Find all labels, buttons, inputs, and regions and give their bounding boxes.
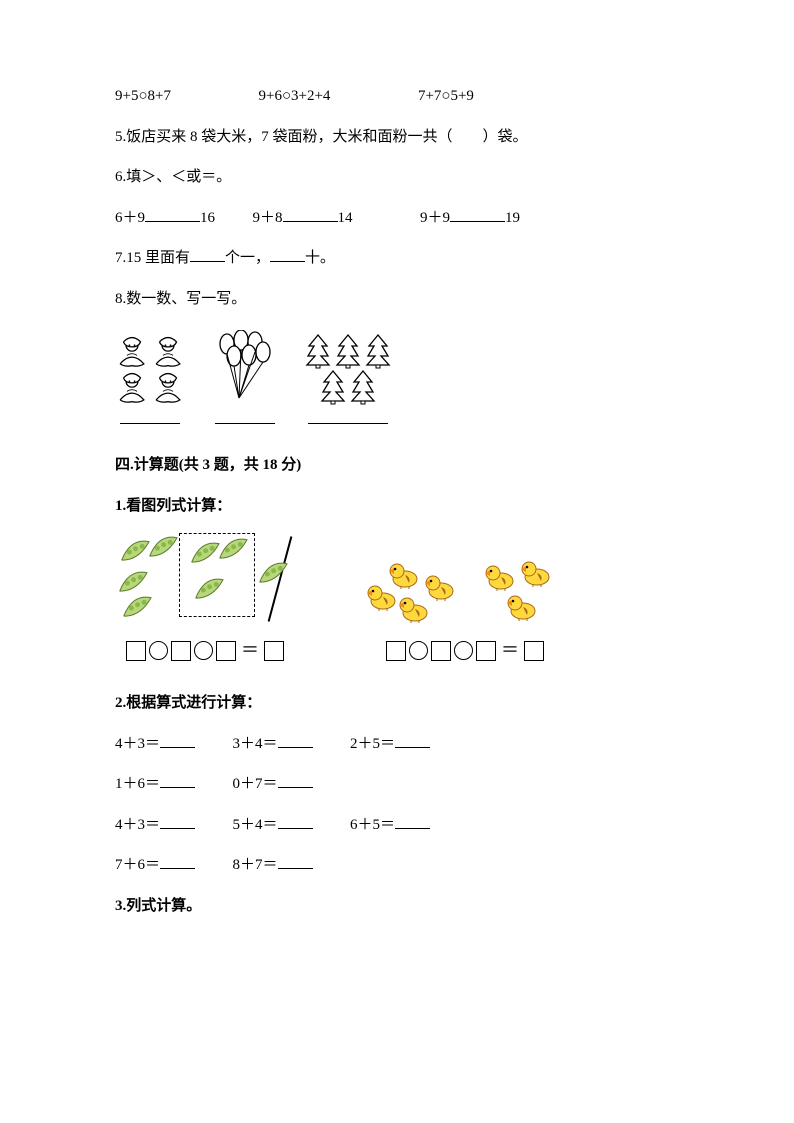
circle-blank[interactable] — [409, 641, 428, 660]
chick-icon — [483, 561, 517, 591]
blank[interactable] — [283, 207, 338, 222]
chicks-group: ＝ — [365, 557, 565, 664]
balloons-icon — [215, 330, 275, 405]
box-blank[interactable] — [431, 641, 451, 661]
blank[interactable] — [160, 773, 195, 788]
blank[interactable] — [278, 733, 313, 748]
tree-icon — [365, 333, 391, 369]
box-blank[interactable] — [171, 641, 191, 661]
trees-group — [305, 333, 391, 424]
tree-icon — [320, 369, 346, 405]
pea-icon — [117, 591, 157, 620]
pea-icon — [253, 557, 293, 586]
box-blank[interactable] — [386, 641, 406, 661]
section-4-title: 四.计算题(共 3 题，共 18 分) — [115, 454, 679, 477]
tree-icon — [335, 333, 361, 369]
blank[interactable] — [395, 814, 430, 829]
answer-blank[interactable] — [308, 411, 388, 424]
blank[interactable] — [270, 247, 305, 262]
chick-icon — [423, 571, 457, 601]
q4-3: 3.列式计算。 — [115, 895, 679, 918]
q8: 8.数一数、写一写。 — [115, 288, 679, 311]
box-blank[interactable] — [476, 641, 496, 661]
q6: 6.填＞、＜或＝。 — [115, 166, 679, 189]
doll-icon — [115, 335, 149, 369]
blank[interactable] — [278, 814, 313, 829]
blank[interactable] — [160, 733, 195, 748]
peas-group: ＝ — [115, 537, 295, 664]
circle-blank[interactable] — [194, 641, 213, 660]
q5: 5.饭店买来 8 袋大米，7 袋面粉，大米和面粉一共（ ）袋。 — [115, 126, 679, 149]
circle-blank[interactable] — [454, 641, 473, 660]
q7: 7.15 里面有个一，十。 — [115, 247, 679, 270]
chick-icon — [519, 557, 553, 587]
blank[interactable] — [160, 814, 195, 829]
q6-row: 6＋916 9＋814 9＋919 — [115, 207, 679, 230]
chick-icon — [505, 591, 539, 621]
answer-blank[interactable] — [215, 411, 275, 424]
calc-figures: ＝ ＝ — [115, 537, 679, 664]
calc2-r1: 4＋3＝ 3＋4＝ 2＋5＝ — [115, 733, 679, 756]
blank[interactable] — [145, 207, 200, 222]
expression: ＝ — [126, 637, 284, 664]
box-blank[interactable] — [524, 641, 544, 661]
calc2-r2: 1＋6＝ 0＋7＝ — [115, 773, 679, 796]
doll-icon — [151, 371, 185, 405]
blank[interactable] — [278, 854, 313, 869]
balloons-group — [215, 330, 275, 424]
box-blank[interactable] — [216, 641, 236, 661]
calc2-r4: 7＋6＝ 8＋7＝ — [115, 854, 679, 877]
doll-icon — [115, 371, 149, 405]
calc2-r3: 4＋3＝ 5＋4＝ 6＋5＝ — [115, 814, 679, 837]
compare-row: 9+5○8+7 9+6○3+2+4 7+7○5+9 — [115, 85, 679, 108]
chick-icon — [387, 559, 421, 589]
answer-blank[interactable] — [120, 411, 180, 424]
count-write-row — [115, 330, 679, 424]
box-blank[interactable] — [264, 641, 284, 661]
tree-icon — [305, 333, 331, 369]
doll-icon — [151, 335, 185, 369]
cmp-a: 9+5○8+7 — [115, 88, 171, 104]
blank[interactable] — [190, 247, 225, 262]
expression: ＝ — [386, 637, 544, 664]
q4-1: 1.看图列式计算： — [115, 495, 679, 518]
tree-icon — [350, 369, 376, 405]
blank[interactable] — [395, 733, 430, 748]
cmp-b: 9+6○3+2+4 — [258, 88, 330, 104]
blank[interactable] — [450, 207, 505, 222]
box-blank[interactable] — [126, 641, 146, 661]
blank[interactable] — [278, 773, 313, 788]
cmp-c: 7+7○5+9 — [418, 88, 474, 104]
pea-icon — [113, 566, 153, 595]
dolls-group — [115, 335, 185, 424]
q4-2: 2.根据算式进行计算： — [115, 692, 679, 715]
circle-blank[interactable] — [149, 641, 168, 660]
blank[interactable] — [160, 854, 195, 869]
